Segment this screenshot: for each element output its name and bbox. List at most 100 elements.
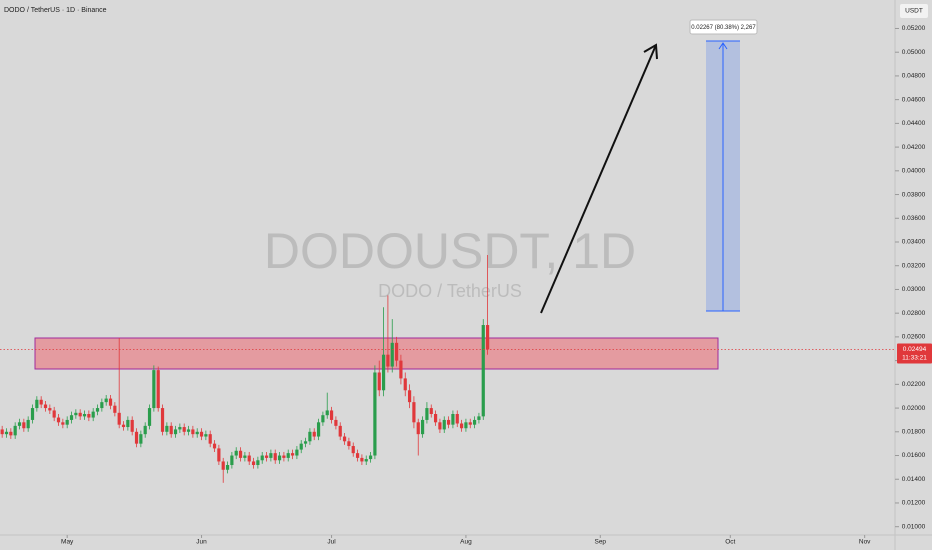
candle-body [186, 429, 191, 432]
y-tick-label: 0.03200 [902, 262, 926, 269]
y-tick-label: 0.02200 [902, 381, 926, 388]
y-tick-label: 0.01200 [902, 500, 926, 507]
candle-body [130, 419, 134, 432]
candle-body [22, 422, 26, 429]
x-tick-label: Nov [859, 539, 871, 546]
candle-body [165, 425, 169, 432]
candle-body [243, 455, 247, 458]
y-tick-label: 0.05000 [902, 49, 926, 56]
candle-body [152, 370, 156, 409]
candle-body [117, 412, 121, 425]
candle-body [269, 453, 273, 458]
candle-body [30, 408, 35, 420]
candle-body [429, 408, 433, 415]
candle-body [455, 414, 459, 424]
y-tick-label: 0.03400 [902, 239, 926, 246]
candle-body [477, 416, 481, 420]
y-tick-label: 0.01400 [902, 476, 926, 483]
trend-arrow [540, 44, 657, 314]
y-tick-label: 0.02600 [902, 334, 926, 341]
candle-body [156, 370, 160, 409]
candle-body [91, 411, 95, 418]
candle-body [100, 402, 104, 409]
candle-body [225, 465, 230, 470]
candle-body [160, 408, 165, 432]
candle-body [134, 431, 139, 444]
candle-body [342, 436, 347, 442]
x-tick-label: Aug [460, 539, 472, 546]
candle-body [87, 414, 91, 418]
candle-body [208, 434, 212, 444]
measure-label: 0.02267 (80.38%) 2,267 [691, 25, 756, 31]
candle-body [173, 429, 178, 435]
y-tick-label: 0.04400 [902, 120, 926, 127]
candle-body [113, 405, 117, 413]
currency-box [900, 4, 928, 18]
countdown: 11:33:21 [902, 355, 927, 362]
candle-body [169, 425, 173, 435]
candle-body [256, 460, 260, 466]
watermark-name: DODO / TetherUS [378, 281, 522, 301]
candle-body [43, 404, 48, 409]
y-tick-label: 0.04600 [902, 96, 926, 103]
candle-body [121, 424, 126, 428]
candle-body [481, 325, 485, 417]
resistance-zone [34, 337, 719, 370]
candle-body [394, 342, 399, 361]
candle-body [303, 441, 308, 444]
y-tick-label: 0.01000 [902, 523, 926, 530]
candle-body [312, 431, 316, 437]
candle-body [277, 455, 282, 461]
candle-body [381, 354, 386, 391]
y-tick-label: 0.02000 [902, 405, 926, 412]
candle-body [446, 419, 451, 425]
candle-body [234, 450, 238, 456]
x-tick-label: Jun [196, 539, 207, 546]
candle-body [299, 443, 303, 450]
candle-body [61, 422, 65, 425]
y-tick-label: 0.04800 [902, 73, 926, 80]
candle-body [26, 419, 30, 429]
candle-body [433, 414, 438, 423]
y-tick-label: 0.03000 [902, 286, 926, 293]
y-tick-label: 0.04200 [902, 144, 926, 151]
candle-body [104, 398, 108, 403]
candle-body [143, 425, 147, 435]
candle-body [368, 455, 373, 460]
x-tick-label: May [61, 539, 74, 546]
candle-body [251, 461, 256, 466]
measure-arrowhead [718, 42, 728, 50]
candle-body [217, 448, 221, 462]
y-tick-label: 0.03600 [902, 215, 926, 222]
candle-body [416, 422, 420, 435]
candle-body [147, 408, 152, 426]
trend-arrowhead [643, 43, 658, 60]
candle-body [95, 408, 100, 412]
candle-body [52, 410, 56, 418]
chart-title: DODO / TetherUS · 1D · Binance [4, 7, 107, 14]
candle-body [407, 390, 412, 403]
candle-body [364, 459, 368, 462]
candle-body [377, 372, 381, 391]
y-tick-label: 0.02800 [902, 310, 926, 317]
candle-body [442, 419, 446, 430]
candle-body [386, 354, 390, 367]
candle-body [286, 453, 290, 458]
candle-body [290, 453, 295, 456]
candle-body [338, 425, 342, 437]
candle-body [126, 419, 130, 428]
candle-body [13, 425, 17, 436]
x-tick-label: Oct [725, 539, 735, 546]
candle-body [48, 408, 52, 411]
candle-body [56, 417, 61, 423]
y-tick-label: 0.01800 [902, 429, 926, 436]
candle-body [468, 422, 472, 425]
candle-body [334, 419, 338, 426]
candle-body [74, 412, 78, 416]
candle-body [351, 446, 355, 454]
candle-body [230, 455, 234, 466]
candle-body [182, 427, 186, 432]
candle-body [4, 431, 9, 435]
